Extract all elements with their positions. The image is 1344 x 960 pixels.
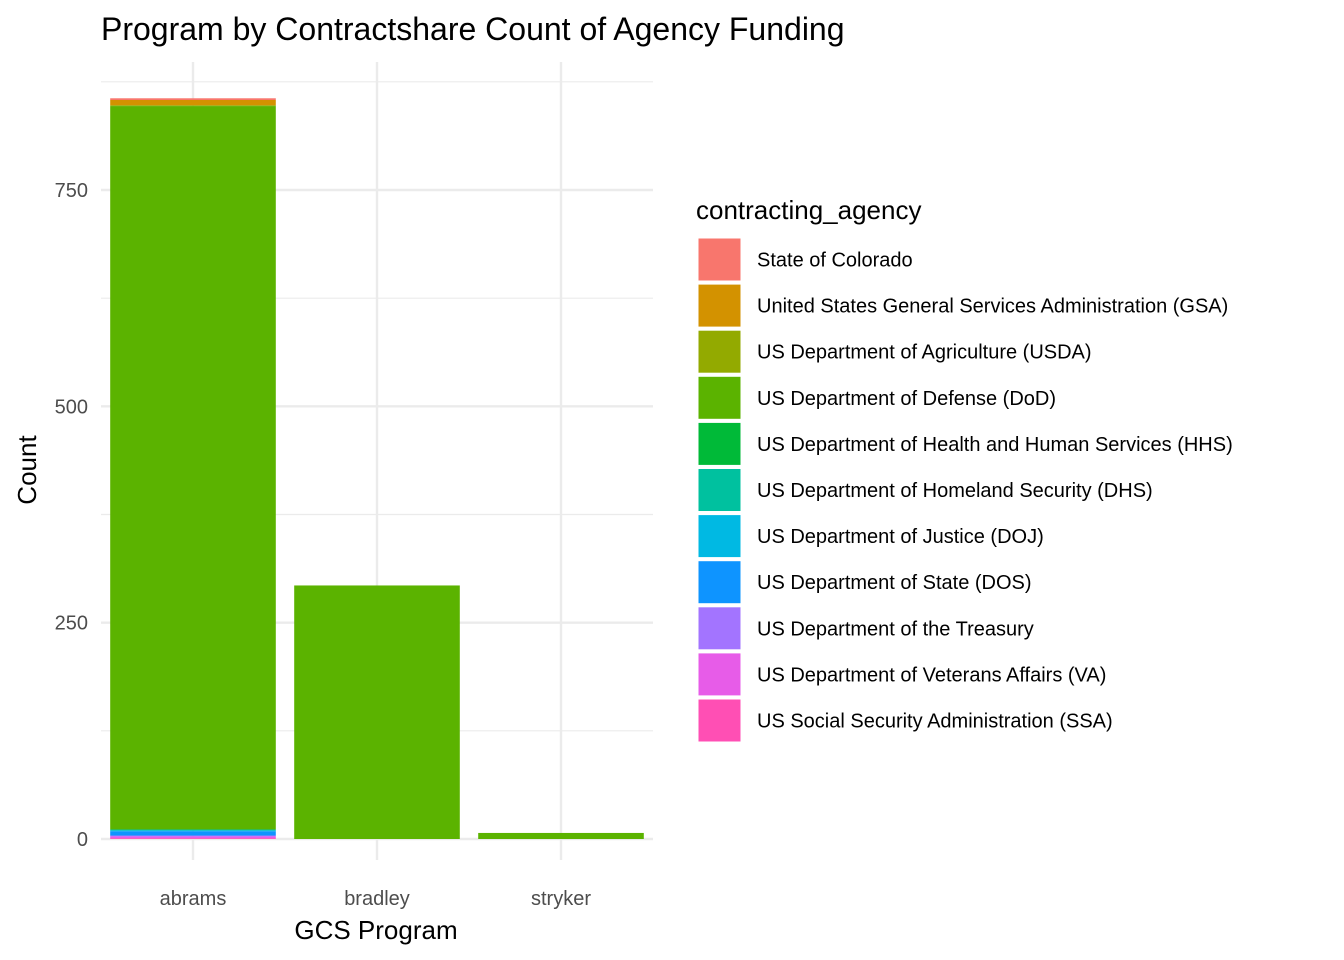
- legend-label: US Department of Defense (DoD): [757, 388, 1056, 410]
- legend-label: United States General Services Administr…: [757, 296, 1228, 318]
- legend-label: US Social Security Administration (SSA): [757, 711, 1113, 733]
- y-tick-label: 750: [55, 180, 88, 202]
- bar-abrams-segment: [110, 831, 276, 836]
- legend-label: US Department of the Treasury: [757, 618, 1034, 640]
- legend-key: [697, 606, 742, 651]
- legend-title: contracting_agency: [696, 195, 921, 225]
- legend-label: State of Colorado: [757, 250, 913, 272]
- bars: [110, 98, 644, 839]
- y-axis-ticks: 0 250 500 750: [55, 180, 88, 851]
- chart-title: Program by Contractshare Count of Agency…: [101, 11, 845, 47]
- bar-abrams-segment: [110, 830, 276, 832]
- bar-abrams-segment: [110, 838, 276, 839]
- legend: State of Colorado United States General S…: [697, 237, 1233, 743]
- y-tick-label: 250: [55, 613, 88, 635]
- x-tick-label: stryker: [531, 888, 591, 910]
- bar-bradley-segment: [294, 585, 460, 839]
- legend-key: [697, 237, 742, 282]
- legend-label: US Department of Homeland Security (DHS): [757, 480, 1153, 502]
- bar-stryker-segment: [478, 832, 644, 839]
- legend-key: [697, 329, 742, 374]
- bar-abrams-segment: [110, 835, 276, 837]
- legend-label: US Department of State (DOS): [757, 572, 1032, 594]
- x-axis-ticks: abrams bradley stryker: [160, 888, 592, 910]
- legend-key: [697, 375, 742, 420]
- x-axis-title: GCS Program: [294, 915, 457, 945]
- legend-label: US Department of Justice (DOJ): [757, 526, 1044, 548]
- legend-key: [697, 698, 742, 743]
- bar-abrams-segment: [110, 829, 276, 831]
- y-tick-label: 0: [77, 829, 88, 851]
- bar-abrams-segment: [110, 105, 276, 107]
- bar-abrams-segment: [110, 836, 276, 839]
- legend-label: US Department of Health and Human Servic…: [757, 434, 1233, 456]
- y-tick-label: 500: [55, 396, 88, 418]
- legend-label: US Department of Veterans Affairs (VA): [757, 664, 1106, 686]
- x-tick-label: bradley: [344, 888, 410, 910]
- legend-key: [697, 421, 742, 466]
- bar-abrams-segment: [110, 100, 276, 106]
- legend-key: [697, 652, 742, 697]
- legend-label: US Department of Agriculture (USDA): [757, 342, 1092, 364]
- bar-abrams-segment: [110, 98, 276, 101]
- legend-key: [697, 283, 742, 328]
- legend-key: [697, 560, 742, 605]
- y-axis-title: Count: [12, 435, 42, 505]
- legend-key: [697, 468, 742, 512]
- legend-key: [697, 514, 742, 559]
- x-tick-label: abrams: [160, 888, 227, 910]
- bar-abrams-segment: [110, 106, 276, 830]
